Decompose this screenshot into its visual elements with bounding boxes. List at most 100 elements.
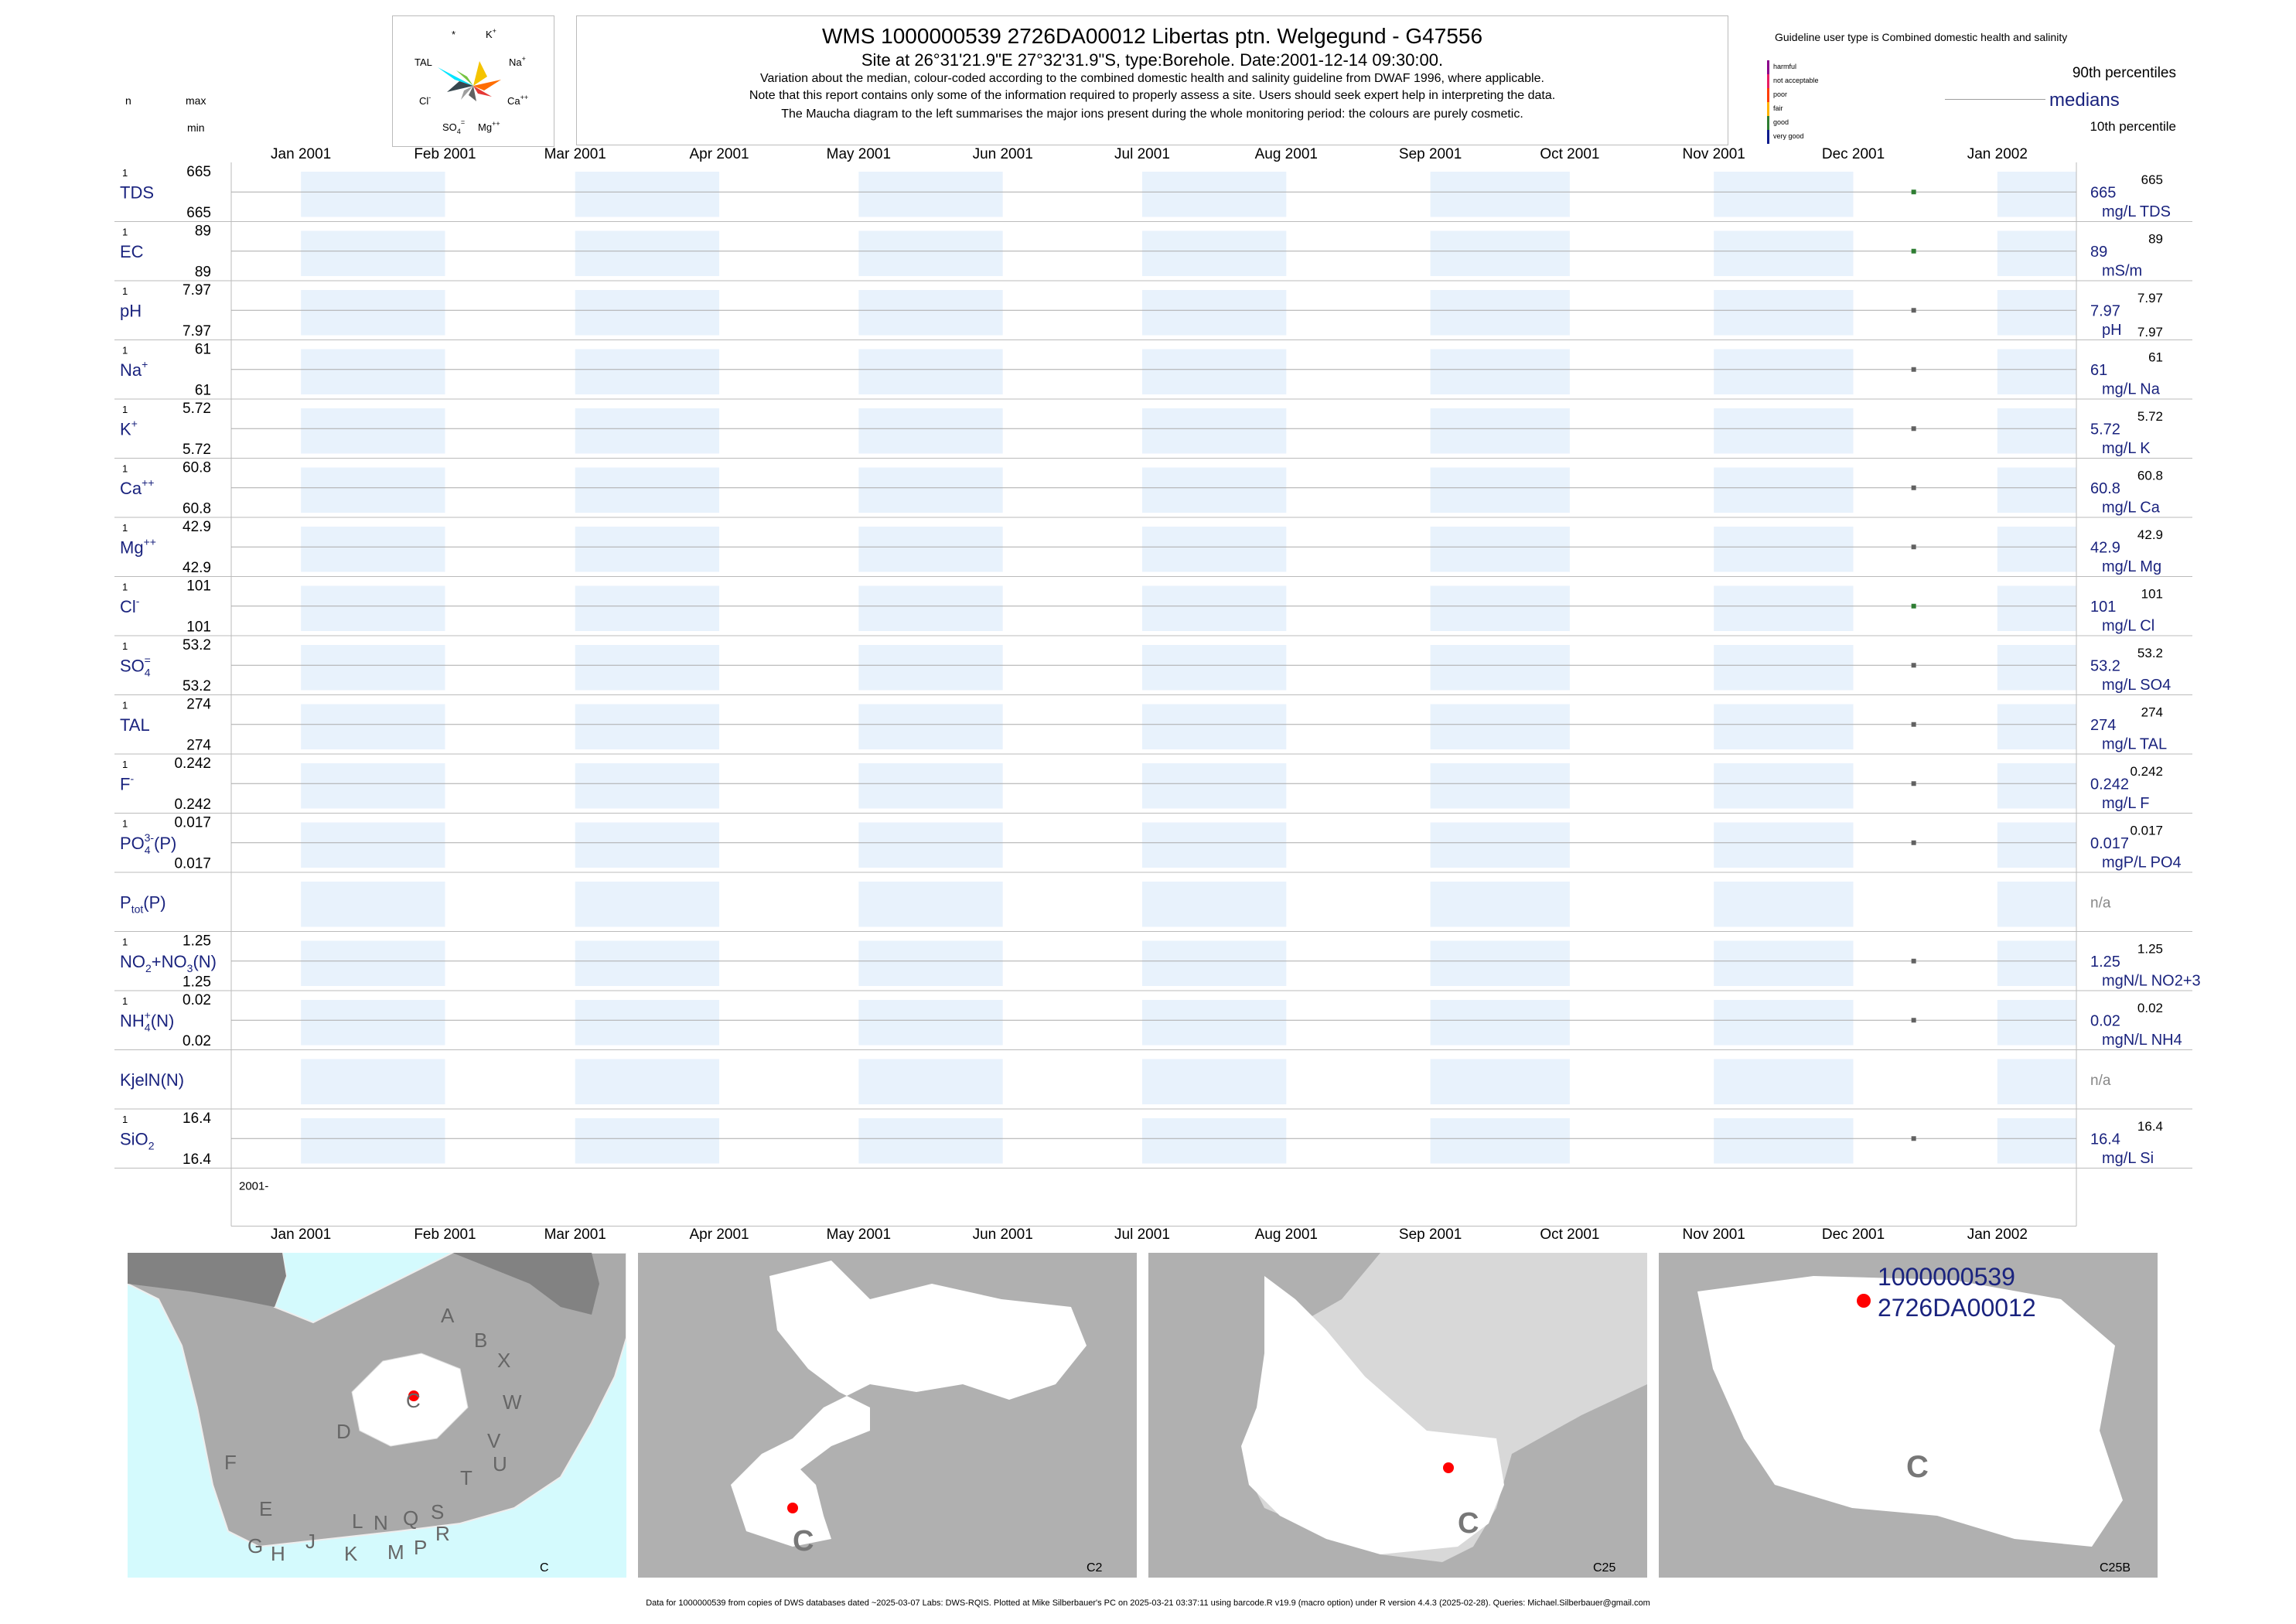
map-c2-site-marker — [787, 1503, 798, 1513]
max-value: 0.242 — [174, 756, 211, 772]
month-tick-bottom: Aug 2001 — [1255, 1227, 1318, 1243]
month-shade — [575, 585, 720, 631]
unit-label: mg/L Si — [2102, 1150, 2154, 1167]
month-shade — [1141, 1000, 1287, 1046]
month-tick-top: May 2001 — [827, 146, 891, 162]
month-shade — [1714, 1059, 1854, 1104]
map-c25b-letter: C — [1906, 1450, 1929, 1484]
parameter-name: Ptot(P) — [120, 892, 166, 915]
map-c-region-letter: X — [497, 1349, 510, 1372]
min-value: 53.2 — [183, 678, 211, 694]
map-c-region-letter: S — [431, 1500, 444, 1523]
month-shade — [858, 290, 1003, 336]
month-shade — [1141, 172, 1287, 217]
min-value: 16.4 — [183, 1151, 211, 1168]
month-shade — [1430, 940, 1570, 986]
month-shade — [858, 940, 1003, 986]
month-shade — [1714, 940, 1854, 986]
month-shade — [575, 230, 720, 276]
unit-label: mg/L Na — [2102, 381, 2161, 398]
guideline-level: very good — [1767, 130, 1844, 144]
max-header: max — [186, 94, 206, 107]
month-shade — [575, 882, 720, 927]
data-point — [1911, 189, 1916, 195]
month-shade — [301, 645, 445, 691]
timeseries-chart: Jan 2001 Jan 2001 Feb 2001 Feb 2001 Mar 2001… — [114, 146, 2201, 1243]
p90-value: 89 — [2148, 232, 2163, 247]
map-panel-c2: C C2 — [638, 1253, 1137, 1578]
month-tick-bottom: May 2001 — [827, 1227, 891, 1243]
unit-label: mg/L TDS — [2102, 203, 2171, 220]
parameter-name: SO4= — [120, 653, 151, 678]
month-shade — [1997, 290, 2076, 336]
month-shade — [1714, 704, 1854, 749]
note-line-2: Note that this report contains only some… — [749, 89, 1556, 102]
parameter-name: Na+ — [120, 358, 148, 380]
map-c25b-caption: C25B — [2100, 1561, 2131, 1575]
guideline-level: harmful — [1767, 60, 1844, 74]
month-tick-top: Aug 2001 — [1255, 146, 1318, 162]
min-value: 0.02 — [183, 1033, 211, 1049]
median-value: 0.242 — [2090, 776, 2129, 793]
month-shade — [1714, 645, 1854, 691]
p90-value: 42.9 — [2137, 527, 2163, 542]
sample-count: 1 — [122, 167, 128, 179]
month-shade — [1141, 408, 1287, 454]
guideline-level-swatch — [1767, 116, 1769, 130]
month-tick-bottom: Jun 2001 — [973, 1227, 1033, 1243]
month-shade — [1141, 763, 1287, 809]
month-tick-top: Nov 2001 — [1683, 146, 1745, 162]
map-c25-svg: C C25 — [1148, 1253, 1647, 1578]
sample-count: 1 — [122, 463, 128, 475]
guideline-legend: harmful not acceptable poor fair good very go… — [1767, 60, 1844, 144]
data-point — [1911, 663, 1916, 668]
month-shade — [575, 822, 720, 868]
median-na: n/a — [2090, 1073, 2111, 1089]
median-value: 665 — [2090, 184, 2116, 201]
p90-value: 16.4 — [2137, 1119, 2163, 1134]
median-value: 0.017 — [2090, 835, 2129, 852]
map-c-region-letter: K — [344, 1542, 358, 1565]
month-shade — [1430, 1118, 1570, 1164]
sample-count: 1 — [122, 582, 128, 593]
month-tick-bottom: Dec 2001 — [1822, 1227, 1885, 1243]
page-title: WMS 1000000539 2726DA00012 Libertas ptn.… — [821, 24, 1483, 48]
n-header: n — [125, 94, 131, 107]
month-shade — [575, 645, 720, 691]
month-shade — [1997, 230, 2076, 276]
data-point — [1911, 603, 1916, 609]
month-shade — [1997, 349, 2076, 394]
unit-label: mS/m — [2102, 263, 2142, 280]
month-shade — [1430, 645, 1570, 691]
month-shade — [301, 290, 445, 336]
map-c-region-letter: H — [271, 1542, 285, 1565]
site-line: Site at 26°31'21.9"E 27°32'31.9"S, type:… — [861, 50, 1444, 70]
guideline-level-swatch — [1767, 88, 1769, 102]
month-shade — [858, 704, 1003, 749]
parameter-name: K+ — [120, 417, 138, 438]
data-point — [1911, 722, 1916, 727]
month-shade — [1714, 763, 1854, 809]
month-shade — [1141, 704, 1287, 749]
median-value: 7.97 — [2090, 302, 2120, 319]
parameter-name: pH — [120, 301, 142, 320]
month-shade — [1714, 585, 1854, 631]
maucha-label-star: * — [452, 29, 455, 40]
month-shade — [1430, 882, 1570, 927]
month-shade — [1714, 1000, 1854, 1046]
month-shade — [1141, 882, 1287, 927]
min-value: 101 — [186, 619, 211, 636]
month-shade — [858, 882, 1003, 927]
data-point — [1911, 1018, 1916, 1023]
map-c-region-letter: Q — [403, 1506, 418, 1530]
data-point — [1911, 426, 1916, 432]
month-shade — [858, 467, 1003, 513]
map-c-region-letter: N — [374, 1511, 388, 1534]
month-shade — [301, 1059, 445, 1104]
month-shade — [575, 763, 720, 809]
month-shade — [301, 940, 445, 986]
data-point — [1911, 248, 1916, 254]
map-c-caption: C — [540, 1561, 549, 1575]
